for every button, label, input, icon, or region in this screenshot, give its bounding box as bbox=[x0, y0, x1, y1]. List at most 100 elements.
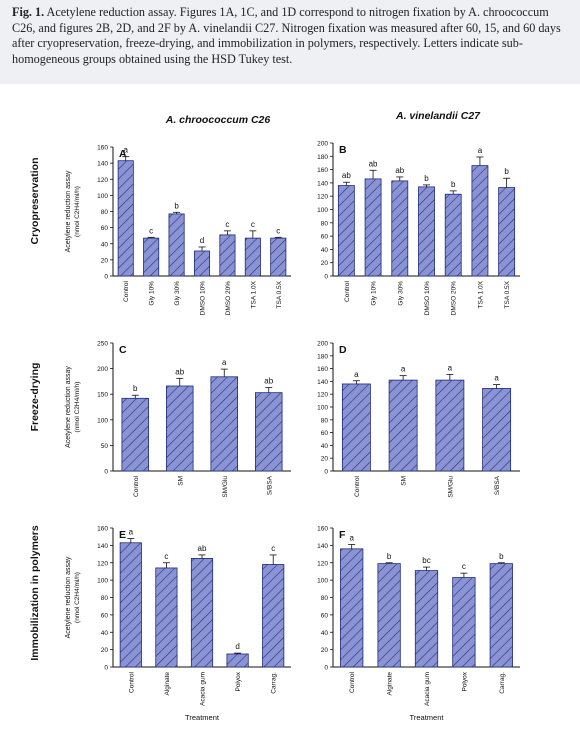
group-letter: b bbox=[133, 384, 138, 393]
y-tick-label: 100 bbox=[317, 578, 328, 585]
y-tick-label: 180 bbox=[317, 154, 328, 161]
group-letter: a bbox=[494, 374, 499, 383]
x-tick-label: Alginate bbox=[387, 672, 394, 696]
group-letter: c bbox=[462, 562, 466, 571]
x-tick-label: Carrag. bbox=[271, 672, 278, 694]
y-axis-label: Acetylene reduction assay bbox=[65, 366, 72, 448]
x-tick-label: DMSO 10% bbox=[424, 281, 431, 316]
bar bbox=[254, 392, 283, 472]
group-letter: a bbox=[401, 365, 406, 374]
group-letter: b bbox=[424, 174, 429, 183]
group-letter: a bbox=[222, 358, 227, 367]
y-tick-label: 140 bbox=[97, 543, 108, 550]
y-tick-label: 100 bbox=[317, 207, 328, 214]
y-tick-label: 140 bbox=[317, 180, 328, 187]
group-letter: a bbox=[478, 146, 483, 155]
bar bbox=[414, 570, 439, 668]
x-tick-label: TSA 1.0X bbox=[477, 280, 484, 308]
y-tick-label: 60 bbox=[321, 234, 329, 241]
y-tick-label: 0 bbox=[104, 274, 108, 281]
y-tick-label: 20 bbox=[101, 257, 109, 264]
bar bbox=[168, 213, 185, 277]
y-tick-label: 200 bbox=[97, 366, 108, 373]
x-tick-label: Control bbox=[123, 280, 130, 302]
y-tick-label: 100 bbox=[97, 578, 108, 585]
bar bbox=[143, 237, 160, 277]
panel-a: 0 20 40 60 80 100 120 140 160 A Acetylene reductio… bbox=[65, 145, 291, 316]
group-letter: a bbox=[354, 370, 359, 379]
y-tick-label: 80 bbox=[321, 417, 329, 424]
x-tick-label: Gly 30% bbox=[174, 281, 181, 306]
group-letter: a bbox=[129, 527, 134, 536]
panel-letter: E bbox=[119, 529, 126, 541]
y-tick-label: 20 bbox=[101, 647, 109, 654]
y-tick-label: 140 bbox=[317, 543, 328, 550]
y-axis-label: Acetylene reduction assay bbox=[65, 170, 72, 252]
bar bbox=[219, 234, 236, 277]
bar bbox=[489, 563, 513, 668]
panel-letter: C bbox=[119, 344, 127, 356]
x-tick-label: S/BSA bbox=[494, 475, 501, 495]
x-tick-label: TSA 0.5X bbox=[504, 280, 511, 308]
y-tick-label: 0 bbox=[324, 274, 328, 281]
y-axis-unit: (nmol C2H4/ml/h) bbox=[74, 382, 81, 433]
row-title-immobilization: Immobilization in polymers bbox=[29, 525, 41, 661]
x-tick-label: Gly 10% bbox=[371, 281, 378, 306]
y-tick-label: 50 bbox=[101, 443, 109, 450]
x-tick-label: Polyox bbox=[461, 671, 468, 691]
x-tick-label: Gly 30% bbox=[397, 281, 404, 306]
x-tick-label: Control bbox=[349, 671, 356, 693]
panel-letter: D bbox=[339, 344, 347, 356]
x-tick-label: DMSO 10% bbox=[200, 281, 207, 316]
group-letter: b bbox=[451, 180, 456, 189]
y-tick-label: 150 bbox=[97, 392, 108, 399]
panel-letter: F bbox=[339, 529, 346, 541]
y-tick-label: 0 bbox=[104, 469, 108, 476]
x-tick-label: Gly 10% bbox=[149, 281, 156, 306]
group-letter: d bbox=[200, 236, 204, 245]
y-tick-label: 200 bbox=[317, 141, 328, 148]
x-tick-label: SM/Glu bbox=[222, 476, 229, 498]
y-axis-unit: (nmol C2H4/ml/h) bbox=[74, 186, 81, 237]
x-tick-label: Control bbox=[344, 280, 351, 302]
y-tick-label: 40 bbox=[321, 443, 329, 450]
y-tick-label: 120 bbox=[317, 392, 328, 399]
bar bbox=[418, 186, 435, 277]
x-tick-label: Acacia gum bbox=[200, 672, 207, 706]
group-letter: d bbox=[235, 642, 239, 651]
y-axis-label: Acetylene reduction assay bbox=[65, 556, 72, 638]
bar bbox=[193, 250, 211, 277]
figure-caption: Fig. 1. Acetylene reduction assay. Figur… bbox=[0, 0, 580, 84]
x-axis-label: Treatment bbox=[185, 713, 220, 722]
x-tick-label: Carrag. bbox=[499, 672, 506, 694]
y-tick-label: 0 bbox=[104, 665, 108, 672]
y-tick-label: 60 bbox=[321, 612, 329, 619]
y-tick-label: 140 bbox=[97, 161, 108, 168]
x-tick-label: TSA 1.0X bbox=[250, 280, 257, 308]
group-letter: ab bbox=[369, 159, 378, 168]
x-tick-label: Control bbox=[133, 475, 140, 497]
panel-c: 0 50 100 150 200 250 C Acetylene reduction assa… bbox=[65, 341, 291, 498]
y-tick-label: 160 bbox=[317, 526, 328, 533]
y-tick-label: 20 bbox=[321, 456, 329, 463]
bar bbox=[340, 548, 364, 668]
y-tick-label: 60 bbox=[321, 430, 329, 437]
x-tick-label: Control bbox=[128, 671, 135, 693]
bar bbox=[165, 385, 194, 472]
bar bbox=[226, 653, 249, 668]
panel-letter: A bbox=[119, 148, 127, 160]
x-tick-label: DMSO 20% bbox=[225, 281, 232, 316]
x-axis-label: Treatment bbox=[410, 713, 445, 722]
column-title-left: A. chroococcum C26 bbox=[165, 114, 271, 126]
y-tick-label: 80 bbox=[101, 595, 109, 602]
bar bbox=[190, 558, 214, 668]
y-tick-label: 180 bbox=[317, 353, 328, 360]
y-tick-label: 100 bbox=[317, 405, 328, 412]
group-letter: ab bbox=[395, 166, 404, 175]
bar bbox=[388, 379, 418, 472]
x-tick-label: SM bbox=[401, 476, 408, 486]
bar bbox=[262, 564, 285, 668]
group-letter: ab bbox=[264, 377, 273, 386]
bar bbox=[444, 193, 462, 277]
